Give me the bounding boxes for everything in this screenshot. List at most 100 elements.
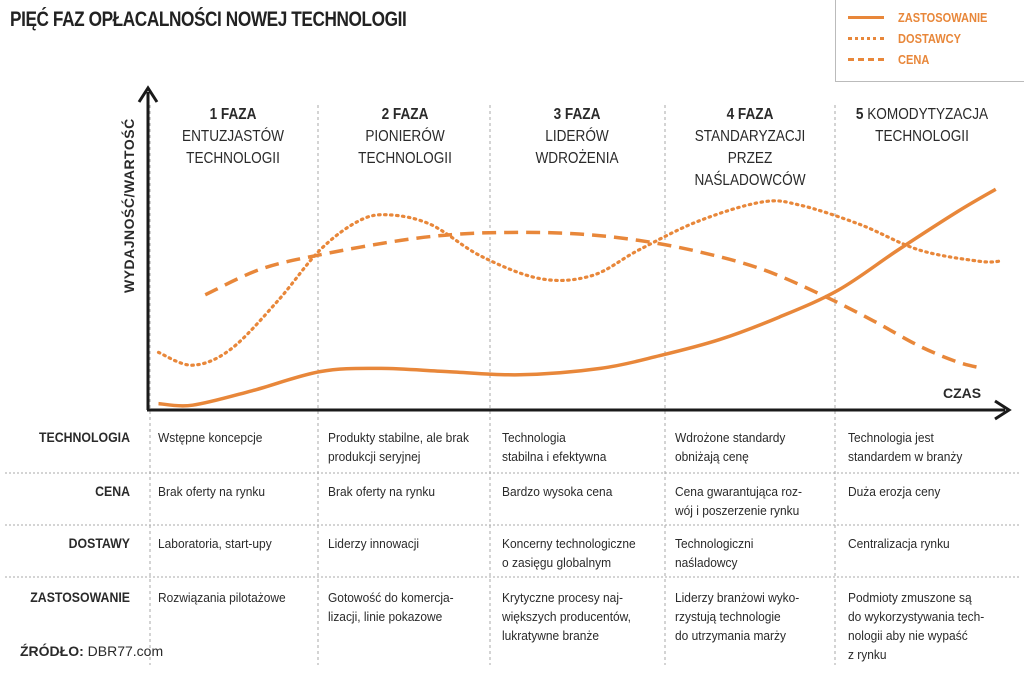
cell-line: Rozwiązania pilotażowe — [158, 590, 286, 605]
series-line-zastosowanie — [158, 187, 997, 408]
legend-item-cena: CENA — [848, 50, 935, 68]
source-label: ŹRÓDŁO: — [20, 643, 84, 659]
cell-line: Centralizacja rynku — [848, 536, 950, 551]
table-cell: Brak oferty na rynku — [328, 482, 480, 501]
y-axis-label: WYDAJNOŚĆ/WARTOŚĆ — [121, 118, 137, 293]
table-cell: Technologiczni naśladowcy — [675, 534, 827, 572]
cell-line: Brak oferty na rynku — [158, 484, 266, 499]
phase-name-line: ENTUZJASTÓW — [182, 128, 284, 145]
phase-name-line: TECHNOLOGII — [358, 150, 452, 167]
phase-name-line: PIONIERÓW — [365, 128, 445, 145]
table-cell: Krytyczne procesy naj-większych producen… — [502, 588, 654, 645]
cell-line: większych producentów, — [502, 609, 631, 624]
cell-line: obniżają cenę — [675, 449, 749, 464]
cell-line: rzystują technologie — [675, 609, 781, 624]
phase-name-line: TECHNOLOGII — [875, 128, 969, 145]
table-cell: Centralizacja rynku — [848, 534, 1000, 553]
table-cell: Duża erozja ceny — [848, 482, 1000, 501]
cell-line: do utrzymania marży — [675, 628, 787, 643]
phase-number: 4 FAZA — [726, 106, 774, 123]
phase-number: 1 FAZA — [209, 106, 257, 123]
cell-line: Podmioty zmuszone są — [848, 590, 972, 605]
legend-label: CENA — [898, 51, 930, 67]
phase-number: 3 FAZA — [553, 106, 601, 123]
row-label: CENA — [95, 483, 130, 499]
phase-header: 1 FAZA ENTUZJASTÓW TECHNOLOGII — [161, 104, 306, 170]
phase-name-line: LIDERÓW — [545, 128, 609, 145]
table-cell: Brak oferty na rynku — [158, 482, 310, 501]
diagram-title: PIĘĆ FAZ OPŁACALNOŚCI NOWEJ TECHNOLOGII — [10, 8, 407, 31]
table-cell: Technologia jest standardem w branży — [848, 428, 1000, 466]
table-cell: Rozwiązania pilotażowe — [158, 588, 310, 607]
legend-item-dostawcy: DOSTAWCY — [848, 29, 972, 47]
phase-header: 5 KOMODYTYZACJA TECHNOLOGII — [850, 104, 995, 148]
cell-line: naśladowcy — [675, 555, 738, 570]
cell-line: Koncerny technologiczne — [502, 536, 636, 551]
table-cell: Gotowość do komercja-lizacji, linie poka… — [328, 588, 480, 626]
y-axis-arrow-icon — [137, 85, 159, 103]
cell-line: do wykorzystywania tech- — [848, 609, 985, 624]
table-cell: Laboratoria, start-upy — [158, 534, 310, 553]
table-cell: Wdrożone standardy obniżają cenę — [675, 428, 827, 466]
series-line-dostawcy — [156, 199, 1002, 367]
cell-line: Technologiczni — [675, 536, 754, 551]
cell-line: nologii aby nie wypaść — [848, 628, 968, 643]
legend: ZASTOSOWANIE DOSTAWCY CENA — [835, 0, 1024, 82]
table-cell: Wstępne koncepcje — [158, 428, 310, 447]
table-cell: Produkty stabilne, ale brak produkcji ser… — [328, 428, 480, 466]
legend-item-zastosowanie: ZASTOSOWANIE — [848, 8, 1003, 26]
legend-label: ZASTOSOWANIE — [898, 9, 988, 25]
cell-line: lizacji, linie pokazowe — [328, 609, 443, 624]
source-value: DBR77.com — [87, 643, 164, 659]
phase-header: 4 FAZA STANDARYZACJI PRZEZ NAŚLADOWCÓW — [678, 104, 823, 192]
cell-line: Gotowość do komercja- — [328, 590, 454, 605]
phase-header: 3 FAZA LIDERÓW WDROŻENIA — [505, 104, 650, 170]
phase-number: 2 FAZA — [381, 106, 429, 123]
phase-name-line: TECHNOLOGII — [186, 150, 280, 167]
series-line-cena — [204, 230, 984, 371]
cell-line: Liderzy branżowi wyko- — [675, 590, 800, 605]
phase-number: 5 — [855, 106, 864, 123]
cell-line: Brak oferty na rynku — [328, 484, 436, 499]
cell-line: Technologia — [502, 430, 566, 445]
row-label: ZASTOSOWANIE — [30, 589, 131, 605]
legend-label: DOSTAWCY — [898, 30, 962, 46]
cell-line: stabilna i efektywna — [502, 449, 607, 464]
phase-name-line: KOMODYTYZACJA — [867, 106, 989, 123]
cell-line: wój i poszerzenie rynku — [675, 503, 800, 518]
row-label: DOSTAWY — [68, 535, 130, 551]
table-cell: Technologia stabilna i efektywna — [502, 428, 654, 466]
row-label: TECHNOLOGIA — [38, 429, 130, 445]
cell-line: Bardzo wysoka cena — [502, 484, 613, 499]
cell-line: Technologia jest — [848, 430, 934, 445]
phase-name-line: STANDARYZACJI — [694, 128, 806, 145]
phase-name-line: PRZEZ — [727, 150, 773, 167]
table-cell: Liderzy branżowi wyko-rzystują technolog… — [675, 588, 827, 645]
cell-line: standardem w branży — [848, 449, 963, 464]
cell-line: Liderzy innowacji — [328, 536, 420, 551]
cell-line: Wdrożone standardy — [675, 430, 786, 445]
x-axis-label: CZAS — [943, 385, 982, 401]
cell-line: Produkty stabilne, ale brak — [328, 430, 469, 445]
phase-header: 2 FAZA PIONIERÓW TECHNOLOGII — [333, 104, 478, 170]
table-cell: Cena gwarantująca roz-wój i poszerzenie … — [675, 482, 827, 520]
legend-dotted-line-icon — [848, 36, 884, 40]
table-cell: Bardzo wysoka cena — [502, 482, 654, 501]
table-cell: Koncerny technologiczne o zasięgu globaln… — [502, 534, 654, 572]
cell-line: Duża erozja ceny — [848, 484, 941, 499]
cell-line: lukratywne branże — [502, 628, 600, 643]
cell-line: Cena gwarantująca roz- — [675, 484, 802, 499]
cell-line: Krytyczne procesy naj- — [502, 590, 623, 605]
table-cell: Podmioty zmuszone są do wykorzystywania t… — [848, 588, 1000, 664]
legend-dashed-line-icon — [848, 57, 884, 61]
phase-name-line: WDROŻENIA — [535, 150, 619, 167]
cell-line: produkcji seryjnej — [328, 449, 421, 464]
cell-line: Wstępne koncepcje — [158, 430, 263, 445]
legend-solid-line-icon — [848, 15, 884, 19]
cell-line: Laboratoria, start-upy — [158, 536, 272, 551]
phase-name-line: NAŚLADOWCÓW — [694, 172, 806, 189]
cell-line: o zasięgu globalnym — [502, 555, 612, 570]
x-axis-arrow-icon — [994, 399, 1012, 421]
